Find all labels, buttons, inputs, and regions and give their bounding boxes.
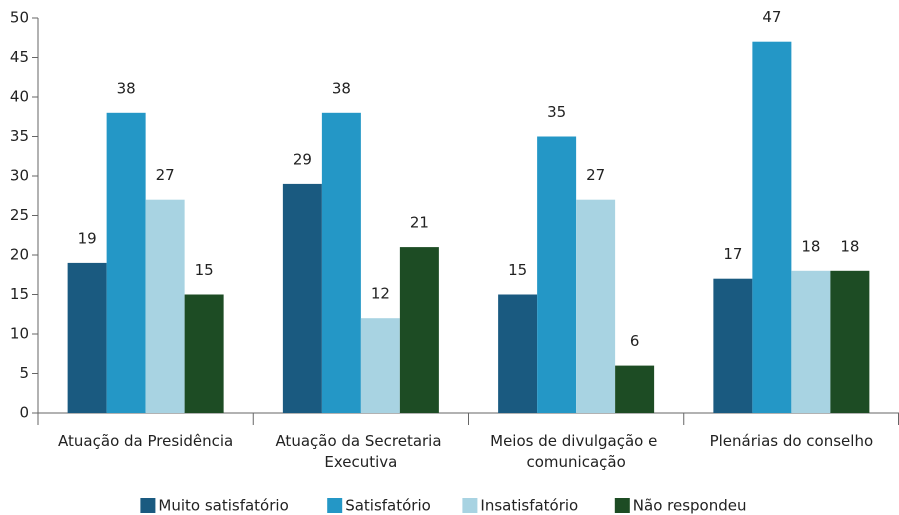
value-label: 27: [586, 166, 605, 184]
legend-swatch: [140, 498, 156, 513]
bar: [67, 262, 107, 413]
y-tick-label: 20: [10, 246, 29, 264]
y-tick-label: 15: [10, 285, 29, 303]
y-tick-label: 35: [10, 127, 29, 145]
x-tick-label: Atuação da Secretaria Executiva: [275, 432, 446, 471]
y-tick-label: 5: [19, 364, 29, 382]
y-tick-label: 45: [10, 48, 29, 66]
x-tick-label: Atuação da Presidência: [58, 432, 233, 450]
bar: [615, 365, 655, 413]
bar: [498, 294, 538, 413]
bar: [399, 247, 439, 413]
value-label: 19: [78, 229, 97, 247]
bar: [713, 278, 753, 413]
value-label: 47: [762, 8, 781, 26]
y-tick-label: 10: [10, 325, 29, 343]
value-label: 18: [801, 237, 820, 255]
y-tick-label: 50: [10, 9, 29, 27]
value-label: 38: [117, 79, 136, 97]
legend-label: Satisfatório: [345, 497, 431, 515]
value-label: 15: [508, 261, 527, 279]
y-tick-label: 30: [10, 167, 29, 185]
bar: [321, 112, 361, 414]
value-label: 15: [195, 261, 214, 279]
value-label: 12: [371, 285, 390, 303]
legend-swatch: [614, 498, 630, 513]
value-label: 21: [410, 214, 429, 232]
value-label: 29: [293, 150, 312, 168]
value-label: 27: [156, 166, 175, 184]
value-label: 17: [723, 245, 742, 263]
legend-label: Não respondeu: [633, 497, 747, 515]
x-tick-label: Plenárias do conselho: [710, 432, 874, 450]
y-tick-label: 25: [10, 206, 29, 224]
y-tick-label: 40: [10, 88, 29, 106]
value-label: 38: [332, 79, 351, 97]
bar: [537, 136, 577, 413]
bar: [184, 294, 224, 413]
legend-label: Insatisfatório: [480, 497, 578, 515]
legend-swatch: [327, 498, 343, 513]
bar: [830, 270, 870, 413]
value-label: 6: [630, 332, 640, 350]
x-tick-label: Meios de divulgação e comunicação: [490, 432, 662, 471]
value-label: 18: [840, 237, 859, 255]
bar: [106, 112, 146, 414]
bar: [791, 270, 831, 413]
legend-label: Muito satisfatório: [158, 497, 288, 515]
legend-swatch: [462, 498, 478, 513]
bar: [752, 41, 792, 413]
value-label: 35: [547, 103, 566, 121]
bar: [360, 318, 400, 413]
bar: [282, 183, 322, 413]
y-tick-label: 0: [19, 404, 29, 422]
bar: [576, 199, 616, 413]
bar: [145, 199, 185, 413]
